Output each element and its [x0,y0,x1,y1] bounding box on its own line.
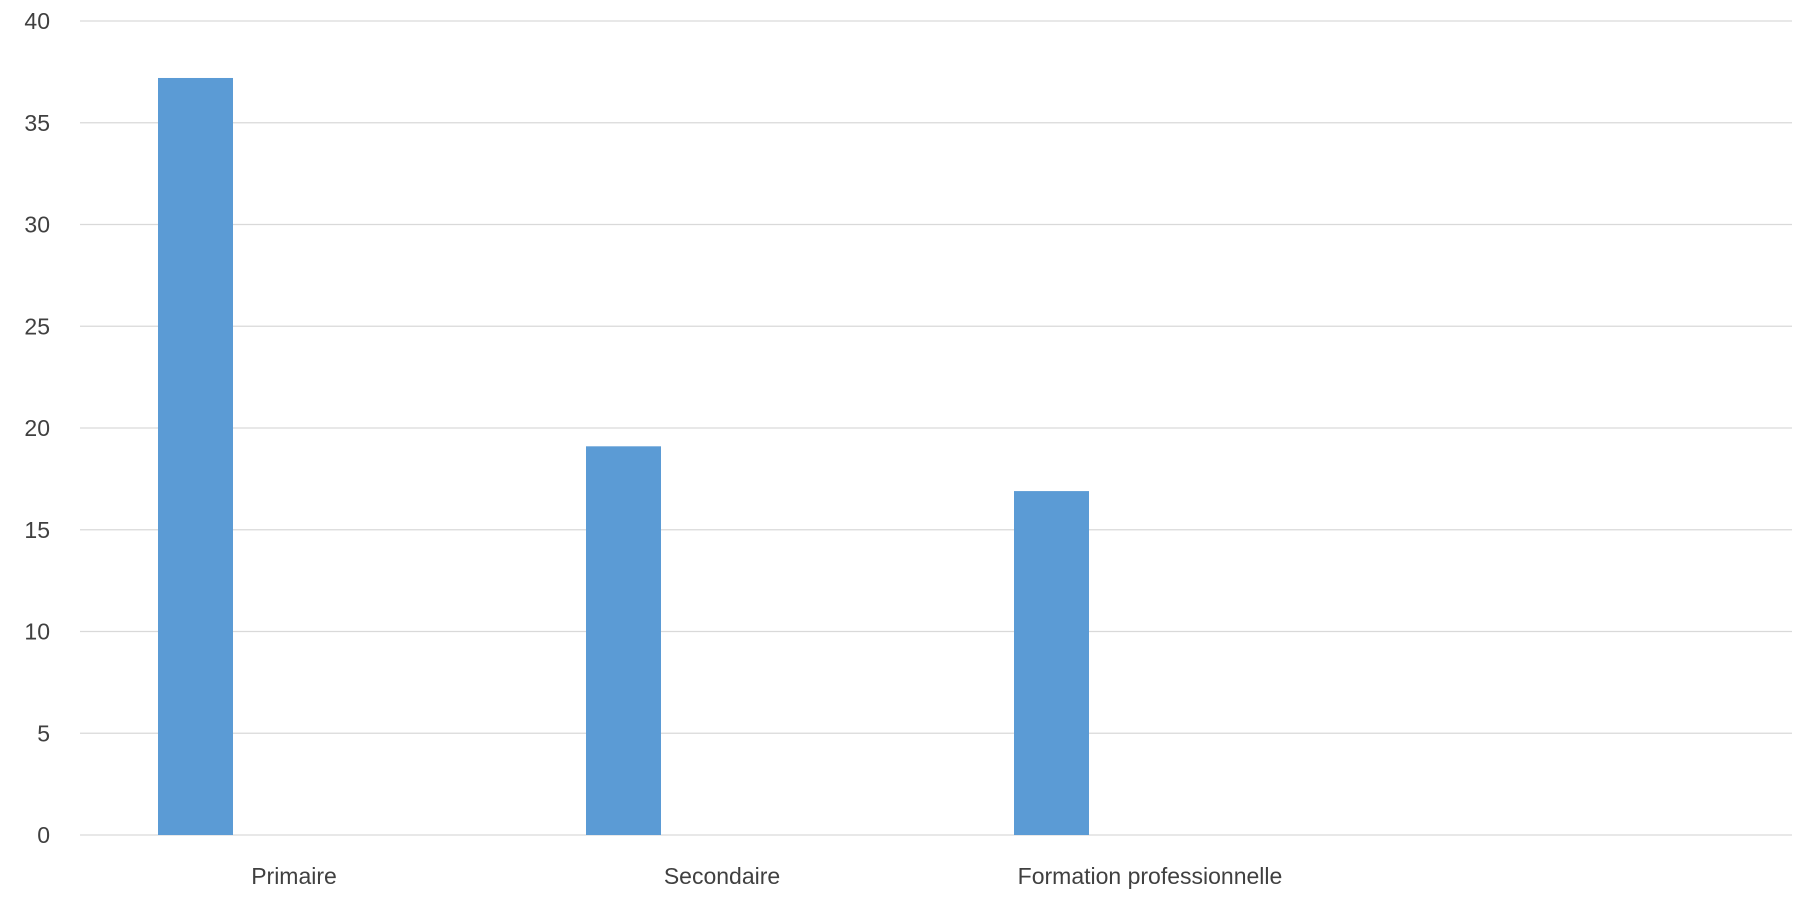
y-tick-label: 25 [24,313,50,339]
y-tick-label: 40 [24,8,50,34]
gridlines [80,20,1792,836]
y-tick-label: 35 [24,110,50,136]
bars [158,77,1089,836]
x-axis-category-labels: Primaire Secondaire Formation professionne… [251,863,1282,889]
y-tick-label: 0 [37,822,50,848]
y-tick-label: 15 [24,517,50,543]
y-tick-label: 5 [37,720,50,746]
y-tick-label: 30 [24,212,50,238]
y-axis-tick-labels: 0 5 10 15 20 25 30 35 40 [24,8,50,848]
bar [1014,491,1089,835]
y-tick-label: 10 [24,619,50,645]
bar [586,446,661,835]
x-category-label: Formation professionnelle [1018,863,1283,889]
x-category-label: Secondaire [664,863,780,889]
x-category-label: Primaire [251,863,337,889]
y-tick-label: 20 [24,415,50,441]
bar [158,77,233,836]
